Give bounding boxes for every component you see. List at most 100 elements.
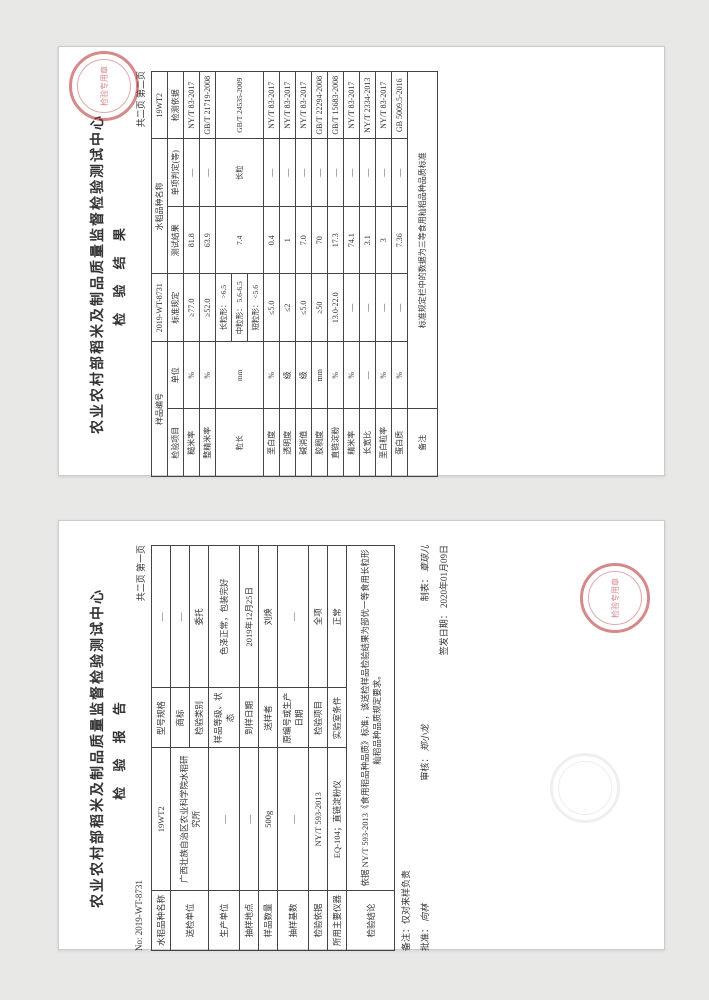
row-instr: 所用主要仪器 EQ-104；直链淀粉仪 实验室条件 正常: [328, 546, 347, 951]
sample-no-label: 样品编号: [152, 342, 168, 477]
results-header-row-1: 样品编号 2019-WT-8731 水稻品种名称 19WT2: [152, 72, 168, 477]
col-judge: 单项判定(等): [168, 139, 184, 207]
header-row-1: No: 2019-WT-8731 共二页 第一页: [134, 545, 147, 951]
results-table: 样品编号 2019-WT-8731 水稻品种名称 19WT2 检验项目 单位 标…: [151, 71, 438, 477]
sampler-label: 送样者: [259, 688, 278, 748]
lab-cond-label: 实验室条件: [328, 688, 347, 748]
cell-spec: ≥77.0: [184, 274, 200, 342]
cell-judge: —: [200, 139, 216, 207]
cell-unit: %: [264, 342, 280, 410]
cell-item: 精米率: [344, 409, 360, 477]
cell-spec: ≤5.0: [264, 274, 280, 342]
cell-item: 长宽比: [360, 409, 376, 477]
cell-basis: GB/T 22294-2008: [312, 72, 328, 140]
cell-judge: —: [296, 139, 312, 207]
sample-base-label: 抽样基数: [278, 891, 309, 951]
sampler-val: 刘焕: [259, 546, 278, 689]
cell-basis: GB/T 24535-2009: [216, 72, 264, 140]
cell-spec: —: [344, 274, 360, 342]
cell-unit: %: [376, 342, 392, 410]
results-row: 直链淀粉%13.0-22.017.3—GB/T 15683-2008: [328, 72, 344, 477]
cell-spec-long: 长粒形： >6.5: [216, 274, 232, 342]
cell-item: 整精米率: [200, 409, 216, 477]
results-row: 蛋白质%—7.36—GB 5009.5-2016: [392, 72, 408, 477]
report-no-label: No:: [134, 938, 144, 952]
subtitle-1: 检 验 报 告: [109, 545, 128, 951]
cell-result: 3.1: [360, 207, 376, 275]
insp-item-val: 全项: [309, 546, 328, 689]
made-label: 制表：: [420, 574, 430, 601]
cell-spec: ≥52.0: [200, 274, 216, 342]
cell-unit: %: [344, 342, 360, 410]
sender-val: 广西壮族自治区农业科学院水稻研究所: [171, 748, 209, 891]
sample-state-val: 色泽正常，包装完好: [209, 546, 240, 689]
cell-judge: —: [328, 139, 344, 207]
results-row: 胶稠度mm≥5070—GB/T 22294-2008: [312, 72, 328, 477]
insp-type-val: 委托: [190, 546, 209, 689]
row-variety: 水稻品种名称 19WT2 型号规格 —: [152, 546, 171, 951]
page-marker-1: 共二页 第一页: [134, 545, 147, 601]
cell-spec: ≥50: [312, 274, 328, 342]
cell-judge: 长粒: [216, 139, 264, 207]
sample-no: 2019-WT-8731: [152, 274, 168, 342]
spec-val: —: [152, 546, 171, 689]
cell-result: 7.0: [296, 207, 312, 275]
row-sender: 送检单位 广西壮族自治区农业科学院水稻研究所 商标 —: [171, 546, 190, 951]
insp-type-label: 检验类别: [190, 688, 209, 748]
cell-item: 粒长: [216, 409, 264, 477]
cell-result: 17.3: [328, 207, 344, 275]
results-row: 长宽比——3.1—NY/T 2334-2013: [360, 72, 376, 477]
remark-line: 备注：仅对来样负责: [399, 545, 412, 951]
cell-spec: —: [376, 274, 392, 342]
page1-content: 农业农村部稻米及制品质量监督检验测试中心 检 验 报 告 No: 2019-WT…: [73, 533, 680, 963]
org-title-2: 农业农村部稻米及制品质量监督检验测试中心: [87, 71, 107, 477]
sampling-place-val: —: [240, 748, 259, 891]
col-basis: 检测依据: [168, 72, 184, 140]
brand-label: 商标: [171, 688, 190, 748]
cell-unit: %: [392, 342, 408, 410]
scan-page-1: 农业农村部稻米及制品质量监督检验测试中心 检 验 报 告 No: 2019-WT…: [58, 520, 665, 950]
col-unit: 单位: [168, 342, 184, 410]
sender-label: 送检单位: [171, 891, 209, 951]
brand-val: —: [171, 546, 190, 689]
cell-unit: 级: [296, 342, 312, 410]
cell-spec-med: 中粒形： 5.6-6.5: [232, 274, 248, 342]
cell-unit: 级: [280, 342, 296, 410]
producer-val: —: [209, 748, 240, 891]
cell-item: 碱消值: [296, 409, 312, 477]
variety-2: 19WT2: [152, 72, 168, 140]
cell-judge: —: [344, 139, 360, 207]
cell-spec: ≤2: [280, 274, 296, 342]
signature-line: 批准： 向林 审核： 郑小龙 制表： 章琼儿: [418, 545, 431, 951]
cell-item: 糙米率: [184, 409, 200, 477]
row-basis: 检验依据 NY/T 593-2013 检验项目 全项: [309, 546, 328, 951]
cell-unit: %: [328, 342, 344, 410]
insp-item-label: 检验项目: [309, 688, 328, 748]
qty-val: 500g: [259, 748, 278, 891]
report-no: No: 2019-WT-8731: [134, 880, 147, 951]
col-result: 测试结果: [168, 207, 184, 275]
col-item: 检验项目: [168, 409, 184, 477]
approve-label: 批准：: [420, 924, 430, 951]
cell-item: 垩白粒率: [376, 409, 392, 477]
results-row: 垩白度%≤5.00.4—NY/T 83-2017: [264, 72, 280, 477]
results-body: 糙米率%≥77.081.8—NY/T 83-2017整精米率%≥52.063.9…: [184, 72, 408, 477]
note-text: 标准规定栏中的数据为三等食用籼稻品种品质标准: [408, 72, 438, 410]
conclusion-text: 依据 NY/T 593-2013《食用稻品种品质》标准，该送检样品检验结果为部优…: [347, 546, 395, 891]
review-sig: 郑小龙: [420, 724, 430, 751]
results-row: 糙米率%≥77.081.8—NY/T 83-2017: [184, 72, 200, 477]
cell-unit: mm: [312, 342, 328, 410]
seal-text-1: 检验专用章: [610, 578, 621, 618]
cell-judge: —: [184, 139, 200, 207]
approve: 批准： 向林: [418, 904, 431, 951]
cell-item: 直链淀粉: [328, 409, 344, 477]
cell-judge: —: [312, 139, 328, 207]
basis-label: 检验依据: [309, 891, 328, 951]
cell-spec-short: 短粒形： <5.6: [248, 274, 264, 342]
variety-label: 水稻品种名称: [152, 891, 171, 951]
made-sig: 章琼儿: [420, 545, 430, 572]
sampling-place-label: 抽样地点: [240, 891, 259, 951]
instrument-label: 所用主要仪器: [328, 891, 347, 951]
review: 审核： 郑小龙: [418, 724, 431, 780]
cell-basis: NY/T 83-2017: [376, 72, 392, 140]
